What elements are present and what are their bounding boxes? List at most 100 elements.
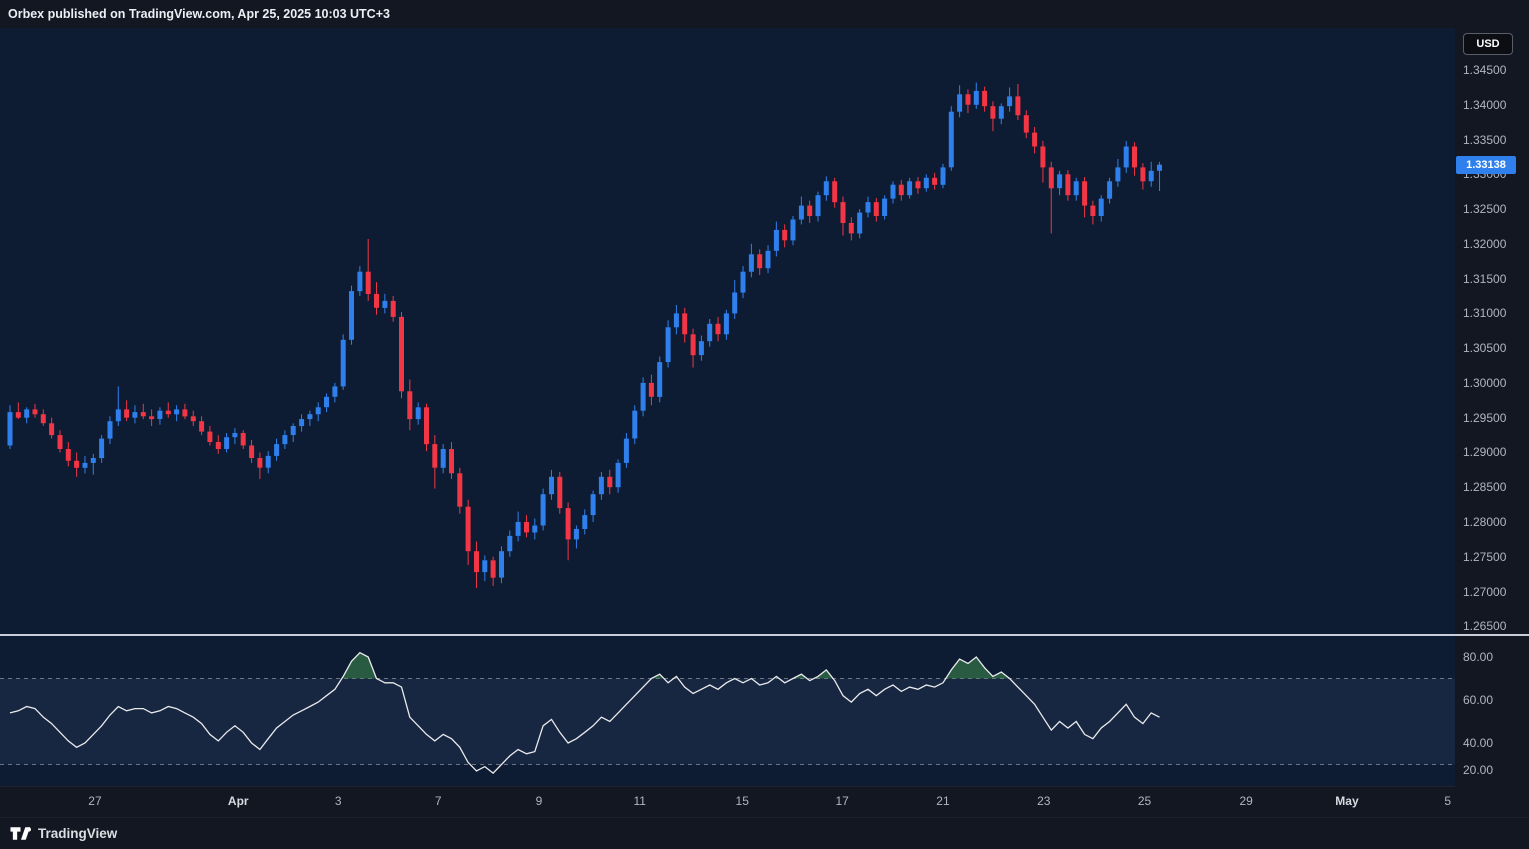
candle-body	[249, 445, 255, 458]
candle-body	[482, 560, 488, 573]
time-tick-label: 15	[735, 794, 749, 808]
candle-body	[132, 412, 138, 418]
candle-body	[424, 407, 429, 445]
candle-body	[873, 202, 879, 216]
candle-body	[440, 449, 446, 468]
candle-body	[7, 412, 13, 446]
candle-body	[149, 416, 155, 420]
candle-body	[1090, 205, 1096, 216]
candle-body	[840, 202, 846, 223]
candle-body	[140, 412, 146, 417]
candle-body	[707, 323, 713, 342]
time-axis[interactable]: 27 Apr 3 7 9 11 15 17 21 23 25 29 May 5	[0, 786, 1455, 817]
candle-body	[740, 271, 746, 293]
candle-body	[290, 426, 296, 435]
price-tick-label: 1.27000	[1463, 584, 1507, 599]
tradingview-brand-text[interactable]: TradingView	[38, 826, 118, 841]
price-tick-label: 1.34500	[1463, 63, 1507, 77]
candle-body	[815, 195, 821, 217]
candle-body	[324, 396, 329, 408]
candle-body	[390, 300, 396, 317]
candle-body	[1048, 167, 1054, 189]
price-tick-label: 1.28500	[1463, 480, 1507, 495]
candle-body	[798, 205, 804, 220]
candle-body	[1065, 174, 1071, 196]
candle-body	[40, 414, 46, 424]
candle-body	[690, 334, 696, 356]
candle-body	[732, 292, 738, 314]
candle-body	[340, 339, 346, 387]
currency-usd-button[interactable]: USD	[1463, 33, 1513, 55]
candle-body	[982, 90, 988, 107]
candle-body	[590, 494, 596, 516]
candle-body	[573, 529, 579, 540]
candle-body	[190, 416, 196, 422]
price-tick-label: 1.31500	[1463, 271, 1507, 286]
candle-body	[115, 409, 121, 422]
candle-body	[299, 419, 305, 427]
time-tick-label: 29	[1239, 794, 1253, 808]
candle-body	[607, 476, 613, 488]
chart-plot-background[interactable]	[0, 28, 1455, 786]
candle-body	[457, 473, 463, 507]
price-axis[interactable]: 1.34500 1.34000 1.33500 1.33000 1.32500 1.320…	[1463, 0, 1529, 786]
candle-body	[1140, 167, 1146, 182]
candle-body	[174, 409, 180, 415]
price-tick-label: 1.29500	[1463, 410, 1507, 425]
candle-body	[1023, 115, 1029, 133]
candle-body	[932, 177, 938, 185]
candle-body	[648, 382, 654, 397]
last-price-badge: 1.33138	[1456, 155, 1516, 174]
candle-body	[332, 386, 338, 397]
candle-body	[1115, 167, 1121, 182]
price-tick-label: 1.28000	[1463, 515, 1507, 529]
price-tick-label: 1.26500	[1463, 619, 1507, 634]
candle-body	[449, 449, 454, 474]
candle-body	[665, 327, 671, 363]
candle-body	[1098, 198, 1104, 216]
candle-body	[807, 205, 813, 216]
candle-body	[307, 414, 313, 420]
candle-body	[882, 198, 888, 216]
candle-body	[773, 229, 779, 251]
candle-body	[765, 250, 771, 269]
bottom-bar: TradingView	[0, 817, 1529, 849]
candle-body	[598, 476, 604, 495]
candle-body	[265, 455, 271, 468]
candle-body	[257, 458, 263, 468]
pane-divider[interactable]	[0, 634, 1529, 636]
time-tick-label: 5	[1444, 794, 1452, 808]
candle-body	[107, 421, 113, 439]
time-tick-label: Apr	[227, 794, 249, 808]
candle-body	[15, 412, 21, 418]
candle-body	[857, 212, 863, 234]
candle-body	[615, 462, 621, 488]
candle-body	[499, 551, 504, 578]
candle-body	[224, 437, 230, 449]
indicator-tick-label: 80.00	[1463, 650, 1494, 664]
candle-body	[1015, 96, 1021, 116]
candle-body	[474, 551, 479, 573]
candle-body	[1157, 164, 1162, 171]
candle-body	[673, 313, 679, 328]
candle-body	[998, 106, 1004, 119]
candle-body	[490, 560, 496, 578]
candle-body	[890, 184, 896, 199]
candle-body	[32, 409, 38, 415]
candle-body	[374, 293, 379, 308]
candle-body	[74, 460, 80, 468]
indicator-tick-label: 60.00	[1463, 693, 1494, 707]
price-tick-label: 1.30500	[1463, 341, 1507, 356]
oscillator-line	[9, 651, 1160, 774]
tradingview-logo-icon[interactable]	[10, 826, 31, 841]
candle-body	[623, 438, 629, 463]
candle-body	[990, 106, 996, 119]
candle-body	[632, 410, 638, 439]
price-tick-label: 1.27500	[1463, 549, 1507, 564]
candle-body	[365, 271, 371, 294]
candle-body	[82, 462, 88, 468]
candle-body	[1107, 181, 1113, 199]
candle-body	[49, 423, 55, 436]
